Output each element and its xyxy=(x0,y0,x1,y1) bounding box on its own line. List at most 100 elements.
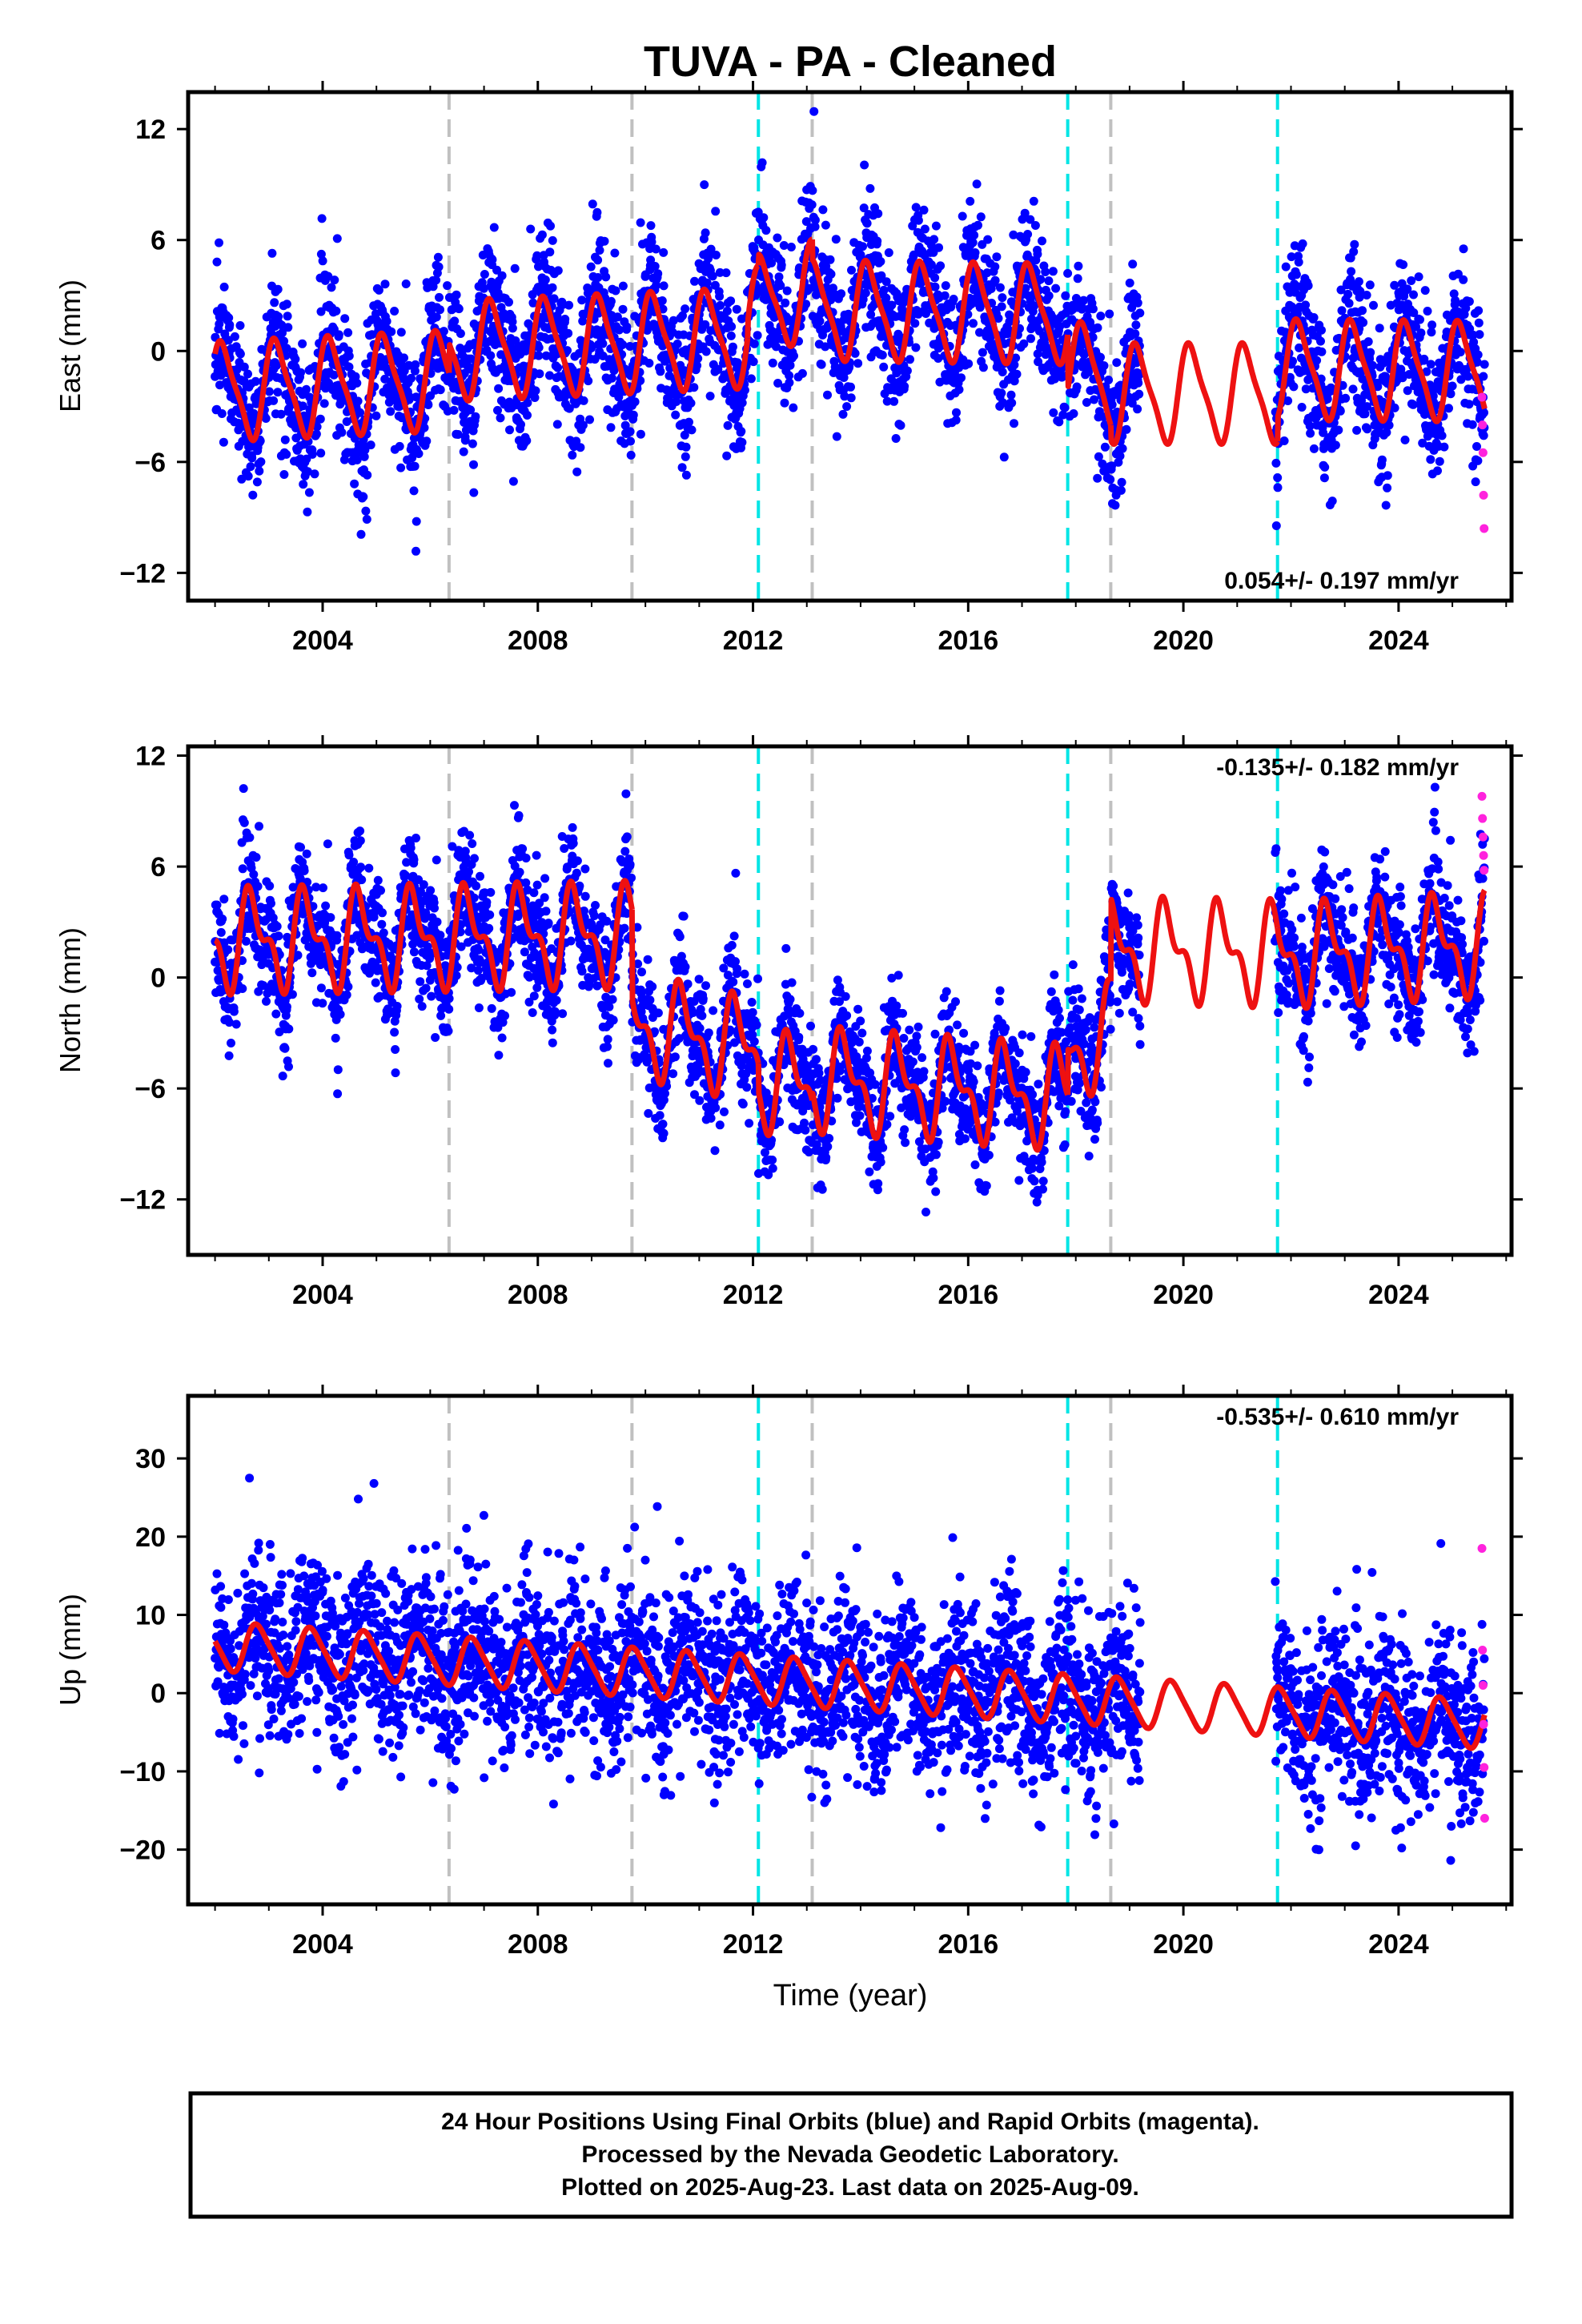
north-data-point xyxy=(482,898,492,907)
east-rapid-point xyxy=(1478,420,1488,430)
east-data-point xyxy=(862,219,872,228)
east-rapid-point xyxy=(1477,392,1487,402)
east-data-point xyxy=(280,435,290,444)
east-data-point xyxy=(522,436,532,445)
east-data-point xyxy=(316,448,326,458)
north-data-point xyxy=(473,966,483,975)
east-data-point xyxy=(1479,431,1488,440)
east-data-point xyxy=(585,415,594,424)
north-data-point xyxy=(391,1045,400,1054)
north-data-point xyxy=(224,1051,234,1060)
north-data-point xyxy=(251,853,261,862)
east-data-point xyxy=(1446,389,1456,399)
east-data-point xyxy=(1273,483,1283,493)
east-data-point xyxy=(838,409,848,419)
east-data-point xyxy=(759,213,769,223)
east-data-point xyxy=(576,443,585,452)
east-data-point xyxy=(715,292,725,301)
north-data-point xyxy=(528,1008,537,1017)
east-data-point xyxy=(1063,268,1073,278)
east-data-point xyxy=(636,218,645,227)
east-data-point xyxy=(1471,477,1480,487)
east-data-point xyxy=(212,257,222,267)
north-data-point xyxy=(364,863,374,873)
east-data-point xyxy=(278,328,287,338)
east-data-point xyxy=(826,269,836,279)
east-data-point xyxy=(523,411,532,420)
east-data-point xyxy=(625,427,635,436)
east-data-point xyxy=(846,382,855,392)
east-data-point xyxy=(352,378,362,388)
east-data-point xyxy=(261,414,271,423)
east-data-point xyxy=(1363,337,1373,347)
east-data-point xyxy=(1381,501,1391,510)
east-data-point xyxy=(626,450,636,460)
east-data-point xyxy=(412,517,421,526)
east-data-point xyxy=(1347,267,1356,276)
east-data-point xyxy=(264,387,274,396)
east-data-point xyxy=(255,436,265,446)
east-data-point xyxy=(371,309,380,319)
east-data-point xyxy=(230,332,239,341)
east-data-point xyxy=(689,383,699,392)
east-data-point xyxy=(972,179,982,189)
east-data-point xyxy=(1474,318,1484,328)
north-data-point xyxy=(238,984,247,993)
east-data-point xyxy=(768,358,777,368)
east-data-point xyxy=(990,262,1000,271)
north-data-point xyxy=(529,888,539,898)
north-data-point xyxy=(500,1011,510,1020)
east-data-point xyxy=(1044,276,1054,286)
east-rate: 0.054+/- 0.197 mm/yr xyxy=(1224,568,1459,594)
east-data-point xyxy=(592,207,602,217)
east-data-point xyxy=(334,330,343,340)
east-data-point xyxy=(957,373,966,383)
east-data-point xyxy=(722,451,732,460)
east-data-point xyxy=(1316,336,1325,346)
east-data-point xyxy=(1279,436,1289,445)
east-data-point xyxy=(443,281,452,291)
east-data-point xyxy=(997,388,1006,398)
east-data-point xyxy=(999,452,1009,462)
north-data-point xyxy=(515,867,524,877)
east-data-point xyxy=(992,252,1002,262)
east-data-point xyxy=(588,199,597,209)
east-data-point xyxy=(508,324,517,333)
east-data-point xyxy=(601,272,611,282)
east-data-point xyxy=(690,276,699,286)
north-data-point xyxy=(282,1002,291,1011)
east-data-point xyxy=(847,265,856,275)
east-data-point xyxy=(1399,260,1408,269)
east-data-point xyxy=(235,349,245,359)
east-data-point xyxy=(363,470,372,480)
north-data-point xyxy=(239,818,249,827)
north-data-point xyxy=(307,968,317,978)
east-data-point xyxy=(653,269,663,279)
east-data-point xyxy=(968,238,978,247)
east-data-point xyxy=(593,273,603,282)
east-data-point xyxy=(224,313,234,323)
east-data-point xyxy=(1447,381,1457,391)
north-data-point xyxy=(485,910,495,919)
east-data-point xyxy=(272,360,281,370)
north-data-point xyxy=(540,893,549,903)
east-data-point xyxy=(721,268,731,278)
east-data-point xyxy=(489,223,499,232)
east-data-point xyxy=(316,307,326,316)
east-data-point xyxy=(1298,239,1307,248)
east-data-point xyxy=(310,469,319,479)
east-xtick-label: 2016 xyxy=(938,625,999,656)
east-data-point xyxy=(1133,298,1142,308)
east-data-point xyxy=(359,452,369,461)
east-data-point xyxy=(298,339,307,348)
east-data-point xyxy=(1479,372,1488,381)
north-data-point xyxy=(349,858,359,866)
east-data-point xyxy=(825,255,835,264)
east-data-point xyxy=(508,476,518,486)
east-data-point xyxy=(983,235,993,244)
east-data-point xyxy=(1289,382,1299,392)
east-data-point xyxy=(412,546,420,556)
east-data-point xyxy=(1350,239,1359,249)
east-data-point xyxy=(493,405,502,415)
